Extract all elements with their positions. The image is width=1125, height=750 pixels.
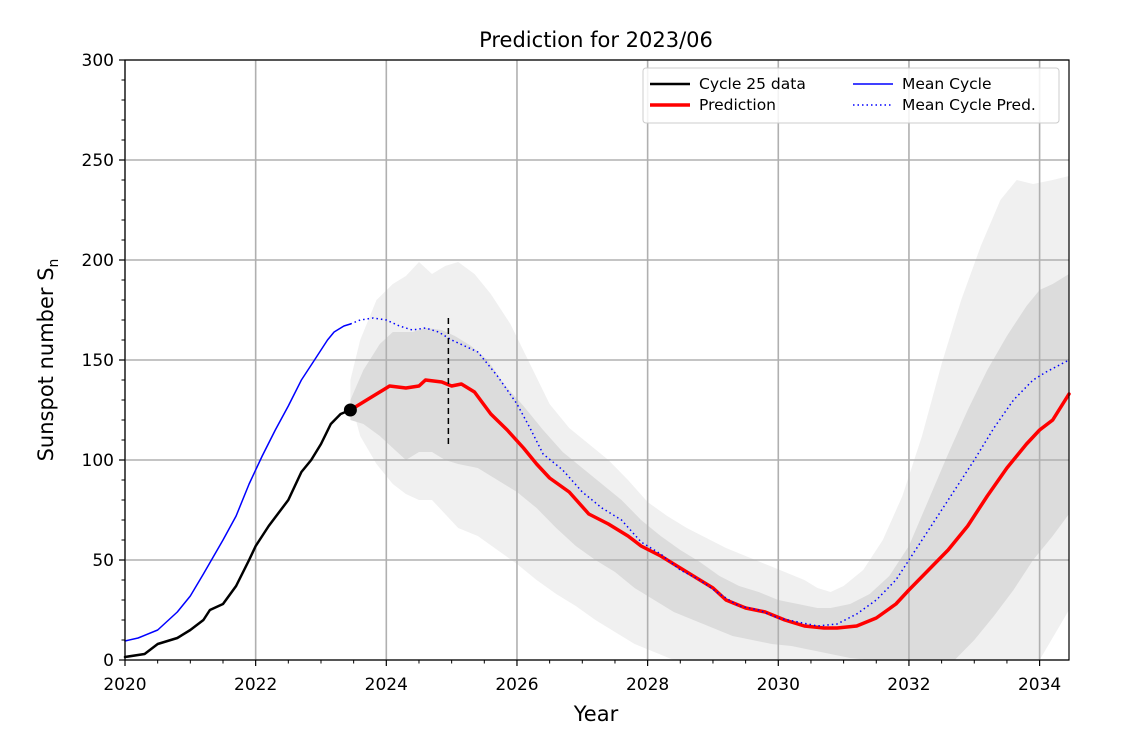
y-tick-label-300: 300 (82, 51, 114, 71)
latest-data-point-marker (343, 403, 357, 417)
x-axis-label: Year (573, 702, 619, 726)
legend-label-mean-cycle: Mean Cycle (902, 75, 992, 93)
chart-title: Prediction for 2023/06 (479, 28, 713, 52)
y-tick-label-250: 250 (82, 151, 114, 171)
x-tick-label-2020: 2020 (103, 675, 146, 695)
x-tick-label-2022: 2022 (234, 675, 277, 695)
series-prediction (348, 378, 1071, 630)
legend-label-prediction: Prediction (699, 96, 776, 114)
uncertainty-bands (350, 176, 1069, 660)
x-tick-label-2026: 2026 (495, 675, 538, 695)
x-tick-label-2030: 2030 (757, 675, 800, 695)
x-tick-label-2028: 2028 (626, 675, 669, 695)
legend-label-mean-cycle-pred: Mean Cycle Pred. (902, 96, 1036, 114)
x-tick-label-2032: 2032 (887, 675, 930, 695)
legend-label-cycle25: Cycle 25 data (699, 75, 806, 93)
outer-band (350, 176, 1069, 660)
x-tick-label-2024: 2024 (365, 675, 408, 695)
y-axis-label: Sunspot number Sn (34, 259, 62, 462)
y-tick-label-200: 200 (82, 251, 114, 271)
y-axis-label-subscript: n (46, 259, 62, 268)
legend-box (642, 67, 1060, 124)
markers (343, 318, 450, 448)
axis-ticks: 2020 2022 2024 2026 2028 2030 2032 2034 0 50 100 15… (82, 51, 1062, 695)
y-tick-label-0: 0 (103, 651, 114, 671)
y-tick-label-50: 50 (92, 551, 114, 571)
inner-band (350, 274, 1069, 660)
y-tick-label-100: 100 (82, 451, 114, 471)
series-mean-cycle (124, 323, 352, 642)
y-axis-label-main: Sunspot number S (34, 267, 58, 461)
y-tick-label-150: 150 (82, 351, 114, 371)
chart-legend: Cycle 25 data Prediction Mean Cycle Mean… (642, 67, 1060, 124)
x-tick-label-2034: 2034 (1018, 675, 1061, 695)
series-cycle-25-data (123, 408, 352, 659)
data-series (123, 317, 1071, 659)
